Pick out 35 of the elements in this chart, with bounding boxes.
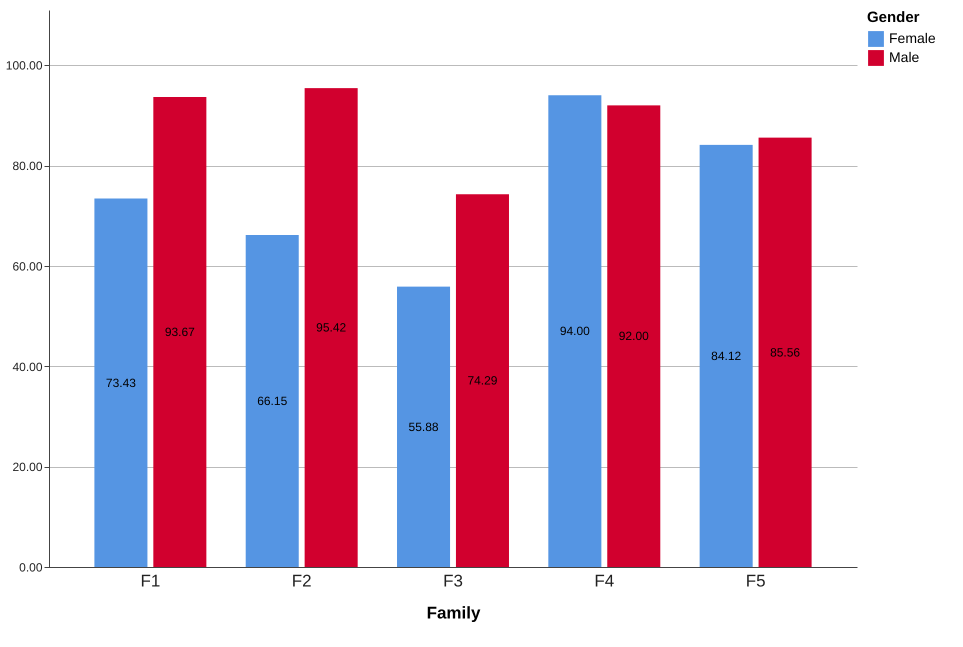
x-axis-title: Family <box>426 604 481 622</box>
bar <box>607 105 660 567</box>
y-tick-label: 20.00 <box>12 460 43 474</box>
data-label: 85.56 <box>770 345 800 360</box>
y-tick-label: 100.00 <box>6 58 43 73</box>
data-label: 95.42 <box>316 320 346 335</box>
bar <box>94 198 148 567</box>
x-tick-label: F4 <box>594 572 614 590</box>
legend-label: Male <box>889 49 920 65</box>
data-label: 94.00 <box>560 324 590 338</box>
y-tick-label: 40.00 <box>12 360 43 374</box>
x-tick-label: F3 <box>443 572 463 590</box>
x-tick-label: F1 <box>140 572 160 590</box>
data-label: 73.43 <box>106 376 136 390</box>
y-tick-label: 80.00 <box>12 159 43 174</box>
x-tick-label: F5 <box>746 572 766 590</box>
y-tick-label: 0.00 <box>19 560 43 574</box>
bar <box>700 144 753 567</box>
bar <box>456 194 509 567</box>
data-label: 74.29 <box>467 374 498 388</box>
y-tick-label: 60.00 <box>12 259 43 274</box>
bar <box>153 96 206 567</box>
bar <box>304 88 358 567</box>
bar <box>548 95 602 567</box>
data-label: 84.12 <box>711 348 742 363</box>
bar <box>397 286 450 567</box>
data-label: 92.00 <box>618 329 650 344</box>
x-tick-label: F2 <box>292 572 312 590</box>
legend-label: Female <box>889 30 936 46</box>
data-label: 55.88 <box>408 420 439 434</box>
data-label: 93.67 <box>164 324 196 339</box>
bar <box>758 138 812 567</box>
data-label: 66.15 <box>257 394 288 408</box>
bar <box>246 235 299 567</box>
legend-title: Gender <box>867 9 920 26</box>
